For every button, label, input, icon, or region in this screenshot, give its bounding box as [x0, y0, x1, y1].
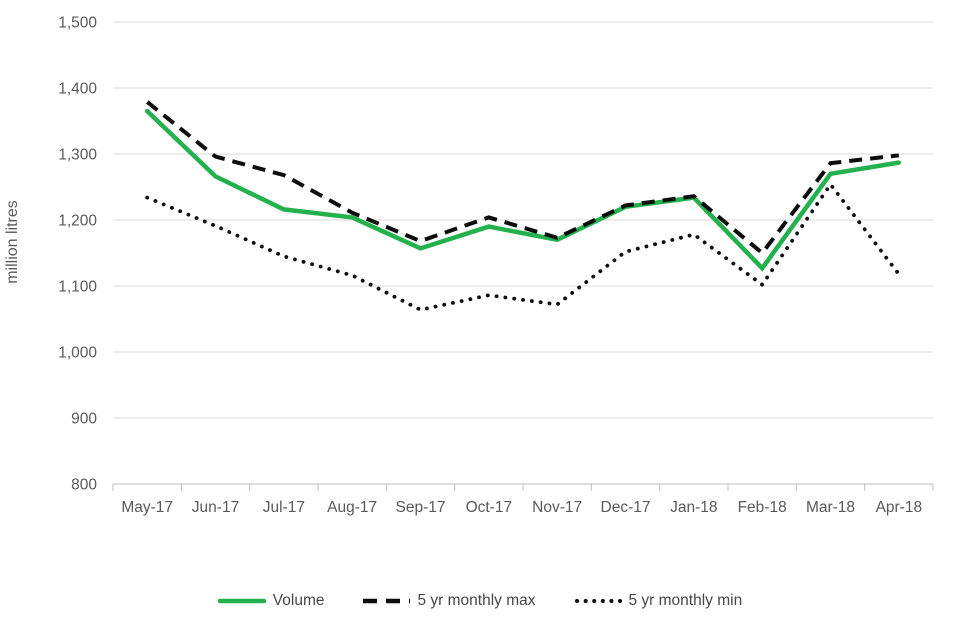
- legend-label-min: 5 yr monthly min: [628, 592, 743, 609]
- volume-line-swatch-icon: [217, 598, 266, 604]
- legend-item-volume: Volume: [217, 592, 325, 610]
- y-tick-label: 1,000: [58, 345, 97, 362]
- y-tick-label: 1,200: [58, 213, 97, 230]
- y-tick-label: 900: [71, 411, 97, 428]
- x-tick-label: Sep-17: [396, 499, 446, 516]
- y-tick-label: 800: [71, 477, 97, 494]
- x-tick-label: May-17: [121, 499, 173, 516]
- x-tick-label: Jan-18: [670, 499, 717, 516]
- x-tick-label: Aug-17: [327, 499, 377, 516]
- min-line: [145, 181, 901, 312]
- max-line-swatch-icon: [363, 598, 411, 604]
- x-tick-label: Jul-17: [263, 499, 305, 516]
- legend-label-volume: Volume: [272, 592, 325, 609]
- x-tick-label: Mar-18: [806, 499, 855, 516]
- legend-item-max: 5 yr monthly max: [362, 592, 536, 610]
- y-tick-label: 1,500: [58, 15, 97, 32]
- x-tick-label: Dec-17: [601, 499, 651, 516]
- y-tick-label: 1,300: [58, 147, 97, 164]
- x-tick-label: Apr-18: [876, 499, 923, 516]
- legend-item-min: 5 yr monthly min: [574, 592, 743, 610]
- chart-legend: Volume 5 yr monthly max 5 yr monthly min: [0, 592, 960, 610]
- volume-line: [144, 108, 902, 272]
- y-tick-label: 1,100: [58, 279, 97, 296]
- y-axis-title: million litres: [4, 200, 21, 284]
- x-tick-label: Nov-17: [532, 499, 582, 516]
- x-tick-label: Jun-17: [192, 499, 239, 516]
- legend-label-max: 5 yr monthly max: [417, 592, 536, 609]
- x-tick-label: Feb-18: [738, 499, 787, 516]
- y-tick-label: 1,400: [58, 81, 97, 98]
- min-line-swatch-icon: [574, 599, 622, 603]
- max-line: [145, 100, 900, 256]
- x-tick-label: Oct-17: [466, 499, 513, 516]
